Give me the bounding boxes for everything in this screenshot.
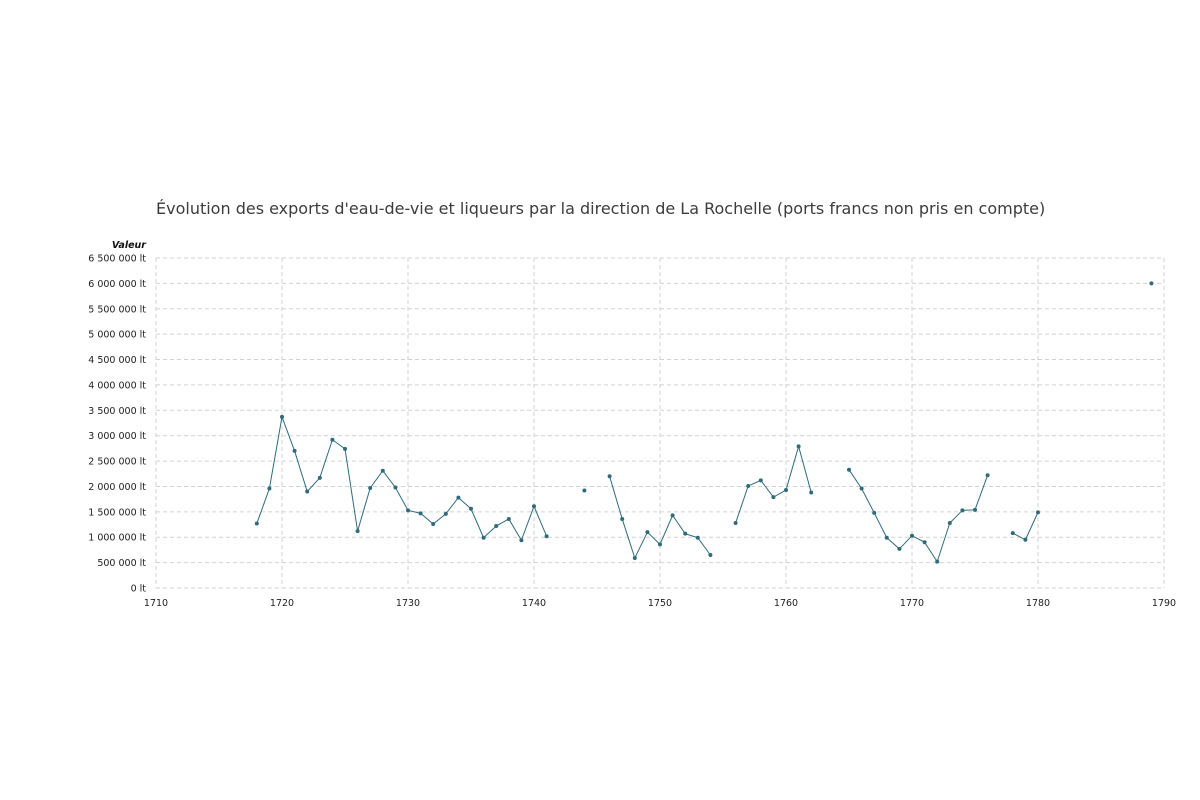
data-point	[582, 488, 587, 493]
data-point	[670, 513, 675, 518]
y-tick-label: 5 500 000 lt	[88, 304, 146, 315]
x-tick-label: 1760	[774, 598, 798, 609]
data-point	[758, 478, 763, 483]
data-point	[355, 529, 360, 534]
data-point	[267, 486, 272, 491]
x-tick-label: 1710	[144, 598, 168, 609]
data-point	[506, 516, 511, 521]
x-tick-label: 1750	[648, 598, 672, 609]
y-axis-title: Valeur	[112, 240, 147, 251]
y-tick-label: 4 500 000 lt	[88, 355, 146, 366]
data-point	[1023, 537, 1028, 542]
data-point	[456, 495, 461, 500]
y-tick-label: 500 000 lt	[97, 558, 146, 569]
x-tick-label: 1740	[522, 598, 546, 609]
data-point	[292, 448, 297, 453]
data-point	[985, 473, 990, 478]
data-point	[1036, 510, 1040, 515]
y-tick-label: 2 000 000 lt	[88, 482, 146, 493]
grid-lines	[155, 257, 1165, 589]
y-tick-label: 5 000 000 lt	[88, 330, 146, 341]
y-tick-label: 3 000 000 lt	[88, 431, 146, 442]
series-lines	[256, 415, 1039, 563]
data-point	[872, 510, 877, 515]
data-point	[406, 508, 410, 513]
chart-title: Évolution des exports d'eau-de-vie et li…	[156, 199, 1046, 218]
data-point	[771, 495, 776, 500]
data-point	[708, 553, 713, 557]
series-line-segment	[848, 469, 989, 563]
series-line-segment	[1012, 512, 1039, 541]
data-point	[935, 559, 940, 564]
data-point	[368, 485, 373, 490]
data-point	[922, 540, 927, 545]
data-point	[343, 446, 347, 451]
y-tick-label: 6 000 000 lt	[88, 279, 146, 290]
data-point	[1010, 531, 1015, 536]
data-point	[393, 485, 398, 490]
data-point	[519, 538, 524, 543]
data-point	[859, 486, 864, 491]
data-point	[532, 504, 536, 509]
x-tick-label: 1780	[1026, 598, 1050, 609]
data-point	[620, 516, 625, 521]
data-point	[910, 533, 914, 538]
data-point	[746, 483, 751, 488]
data-point	[330, 437, 335, 442]
data-point	[683, 531, 688, 536]
data-point	[607, 474, 612, 479]
data-point	[544, 534, 549, 539]
data-point	[695, 535, 700, 540]
data-point	[280, 414, 284, 419]
y-tick-label: 6 500 000 lt	[88, 254, 146, 265]
data-point	[632, 556, 637, 561]
data-point	[481, 535, 486, 540]
data-point	[443, 511, 448, 516]
x-tick-label: 1770	[900, 598, 924, 609]
data-point	[305, 489, 310, 494]
y-tick-label: 1 000 000 lt	[88, 533, 146, 544]
data-point	[796, 444, 801, 449]
data-point	[847, 467, 851, 472]
data-point	[431, 522, 436, 527]
data-point	[947, 521, 952, 526]
y-tick-label: 3 500 000 lt	[88, 406, 146, 417]
series-points	[254, 281, 1154, 564]
data-point	[960, 508, 965, 513]
y-tick-label: 4 000 000 lt	[88, 380, 146, 391]
data-point	[254, 521, 259, 526]
data-point	[809, 490, 814, 495]
data-point	[784, 488, 788, 493]
x-tick-label: 1730	[396, 598, 420, 609]
axes: Valeur 0 lt 500 000 lt 1 000 000 lt 1 500 0…	[88, 240, 1176, 609]
x-tick-label: 1720	[270, 598, 294, 609]
data-point	[469, 506, 473, 511]
data-point	[884, 535, 889, 540]
y-tick-label: 1 500 000 lt	[88, 507, 146, 518]
data-point	[733, 521, 738, 526]
data-point	[380, 468, 385, 473]
y-tick-label: 0 lt	[131, 584, 147, 595]
data-point	[645, 530, 650, 535]
data-point	[658, 542, 662, 547]
data-point	[418, 511, 423, 516]
data-point	[973, 507, 977, 512]
y-tick-label: 2 500 000 lt	[88, 457, 146, 468]
series-line-segment	[256, 415, 548, 542]
data-point	[494, 524, 499, 529]
data-point	[317, 475, 322, 480]
data-point	[1149, 281, 1154, 286]
data-point	[897, 546, 902, 551]
x-tick-label: 1790	[1152, 598, 1176, 609]
